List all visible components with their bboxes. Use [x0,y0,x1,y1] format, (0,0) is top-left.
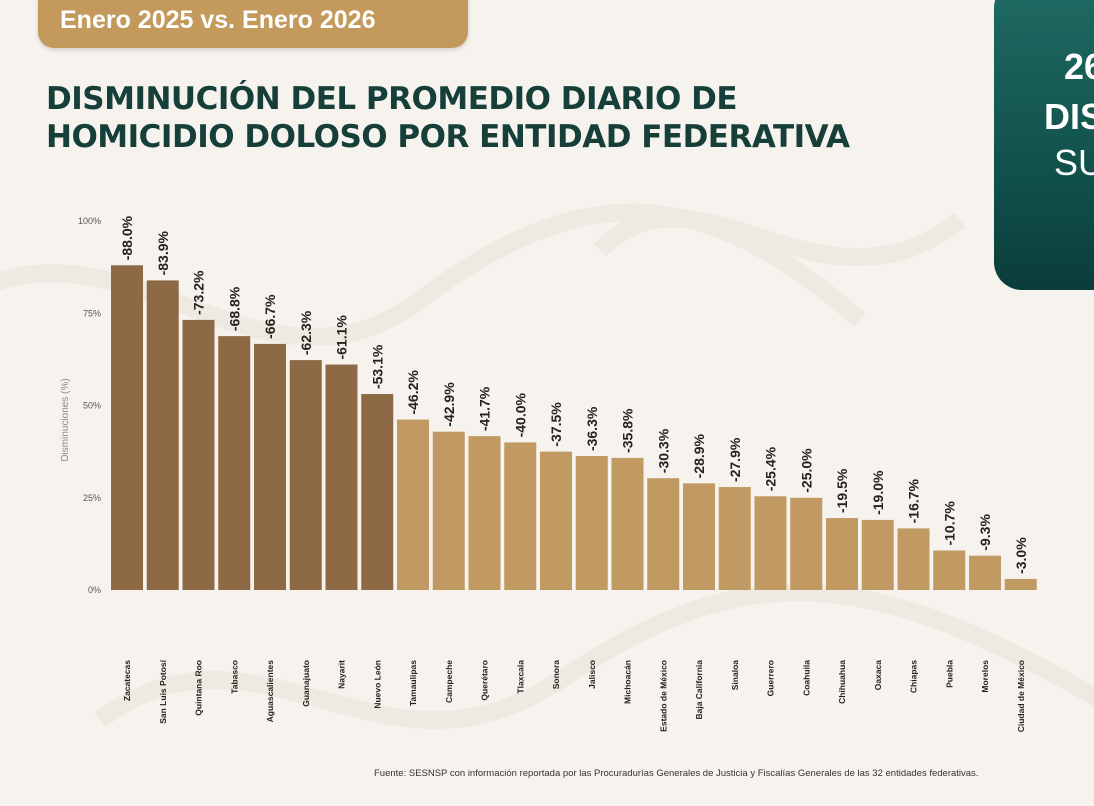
bar [826,518,858,590]
title-line-1: DISMINUCIÓN DEL PROMEDIO DIARIO DE [46,81,738,117]
bar-value-label: -53.1% [369,344,385,389]
bar [289,360,322,590]
x-tick-label: Oaxaca [873,660,883,691]
bar-value-label: -30.3% [655,428,671,473]
bar-value-label: -62.3% [298,310,314,355]
bar [325,364,358,590]
x-tick-label: Chiapas [909,660,919,693]
y-tick-label: 0% [88,585,101,595]
bar [933,550,966,590]
bar [504,442,537,590]
bar [432,431,465,590]
date-range-badge: Enero 2025 vs. Enero 2026 [38,0,468,48]
bar-value-label: -36.3% [584,406,600,451]
x-tick-label: Aguascalientes [265,660,275,723]
bar-value-label: -46.2% [405,370,421,415]
bar-value-label: -27.9% [727,437,743,482]
bar [540,451,572,590]
value-labels: -88.0% -83.9% -73.2% -68.8% -66.7% -62.3% -61.… [119,215,1029,574]
x-tick-label: Campeche [444,660,454,703]
x-tick-label: Michoacán [623,660,633,704]
x-tick-label: Tamaulipas [408,660,418,706]
y-tick-label: 100% [78,216,101,226]
bar [861,519,894,590]
x-tick-label: Coahuila [801,660,811,696]
bar-value-label: -28.9% [691,433,707,478]
bar-value-label: -41.7% [477,386,493,431]
summary-label: DIS [1043,96,1094,137]
bar [146,280,179,590]
summary-sublabel: SU [1053,142,1094,183]
bar-value-label: -25.4% [763,446,779,491]
x-tick-label: Nayarit [337,660,347,689]
bar [683,483,715,590]
bar-value-label: -35.8% [620,408,636,453]
y-axis: 0% 25% 50% 75% 100% [78,216,101,595]
summary-card: 26 DIS SU [994,0,1094,290]
page-title: DISMINUCIÓN DEL PROMEDIO DIARIO DE HOMIC… [46,80,850,156]
bar [969,555,1001,590]
bar [468,436,501,590]
x-tick-label: Chihuahua [837,660,847,704]
title-line-2: HOMICIDIO DOLOSO POR ENTIDAD FEDERATIVA [46,119,850,155]
bar [575,456,608,590]
bar-value-label: -19.0% [870,470,886,515]
x-tick-label: Quintana Roo [194,660,204,716]
source-note: Fuente: SESNSP con información reportada… [374,768,979,779]
bar-value-label: -9.3% [977,514,993,551]
x-tick-label: Sinaloa [730,660,740,691]
x-tick-label: Estado de México [658,660,668,732]
x-tick-label: Querétaro [480,660,490,701]
bar [647,478,680,590]
x-tick-label: Ciudad de México [1016,660,1026,732]
bar [611,457,644,590]
bar-value-label: -37.5% [548,402,564,447]
y-tick-label: 75% [83,308,101,318]
x-tick-labels: Zacatecas San Luis Potosí Quintana Roo Taba… [122,659,1026,732]
x-tick-label: Guanajuato [301,660,311,707]
bar-value-label: -73.2% [191,270,207,315]
summary-number: 26 [1063,46,1094,87]
bar-value-label: -19.5% [834,468,850,513]
bar [218,336,251,590]
y-tick-label: 25% [83,493,101,503]
bar [1004,578,1037,590]
x-tick-label: Tlaxcala [515,660,525,694]
x-tick-label: Zacatecas [122,660,132,701]
bars [111,265,1037,590]
bar [254,343,286,590]
bar [718,487,751,590]
bar-value-label: -61.1% [334,315,350,360]
bar [897,528,930,590]
bar-value-label: -25.0% [798,448,814,493]
bar [361,394,394,590]
bar-value-label: -3.0% [1013,537,1029,574]
x-tick-label: Sonora [551,660,561,690]
x-tick-label: Jalisco [587,660,597,689]
bar [182,319,215,590]
x-tick-label: Puebla [944,660,954,688]
bar [397,419,429,590]
bar-value-label: -10.7% [941,501,957,546]
bar-value-label: -40.0% [512,392,528,437]
bar-value-label: -66.7% [262,294,278,339]
bar [111,265,143,590]
bar-value-label: -88.0% [119,215,135,260]
bar [790,497,823,590]
x-tick-label: Nuevo León [372,660,382,709]
bar [754,496,787,590]
x-tick-label: Tabasco [229,660,239,694]
x-tick-label: Guerrero [766,660,776,696]
x-tick-label: Morelos [980,660,990,693]
x-tick-label: Baja California [694,660,704,720]
bar-value-label: -68.8% [226,286,242,331]
bar-value-label: -16.7% [906,478,922,523]
x-tick-label: San Luis Potosí [158,659,168,723]
bar-value-label: -42.9% [441,382,457,427]
y-axis-label: Disminuciones (%) [60,378,71,461]
bar-value-label: -83.9% [155,230,171,275]
y-tick-label: 50% [83,401,101,411]
